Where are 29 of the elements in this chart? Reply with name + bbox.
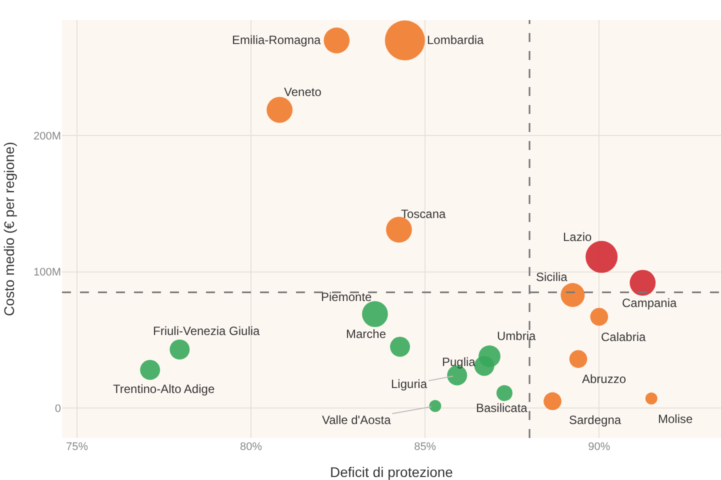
annotation: Basilicata [476,401,528,415]
annotation: Lazio [563,230,592,244]
x-axis-title: Deficit di protezione [330,464,454,480]
annotation: Campania [622,296,678,310]
annotation: Abruzzo [582,372,626,386]
x-tick-label: 90% [588,441,610,453]
annotation: Trentino-Alto Adige [113,382,215,396]
annotation: Emilia-Romagna [232,33,322,47]
y-tick-label: 0 [54,402,61,415]
annotation: Veneto [284,85,322,99]
annotation: Toscana [401,207,446,221]
annotation: Molise [658,412,693,426]
y-tick-label: 100M [33,266,61,279]
x-tick-label: 80% [240,441,262,453]
annotation: Marche [346,327,386,341]
annotation: Valle d'Aosta [322,413,392,427]
annotation: Umbria [497,329,536,343]
annotation: Puglia [442,355,476,369]
annotation: Piemonte [321,290,372,304]
annotation: Calabria [601,330,646,344]
annotation: Lombardia [427,33,484,47]
annotation: Liguria [391,377,428,391]
annotation: Friuli-Venezia Giulia [153,324,260,338]
y-axis-title: Costo medio (€ per regione) [1,142,18,316]
y-tick-label: 200M [33,130,61,143]
x-tick-label: 75% [66,441,88,453]
annotation: Sicilia [536,270,568,284]
annotation: Sardegna [569,413,622,427]
x-tick-label: 85% [414,441,436,453]
